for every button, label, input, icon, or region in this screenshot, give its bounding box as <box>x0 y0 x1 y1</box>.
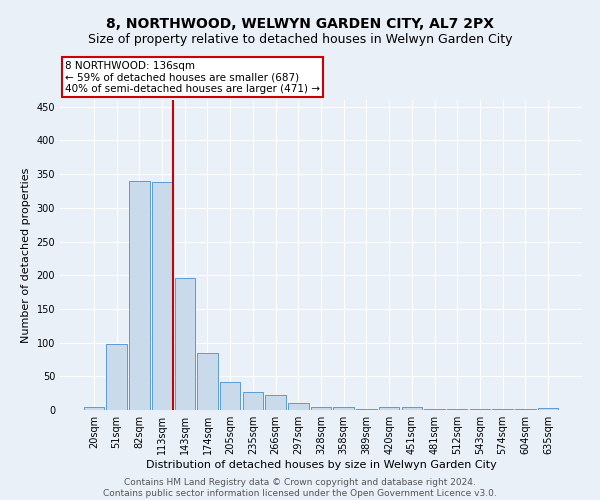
Bar <box>447 408 467 410</box>
Bar <box>265 394 286 410</box>
Bar <box>538 408 558 410</box>
X-axis label: Distribution of detached houses by size in Welwyn Garden City: Distribution of detached houses by size … <box>146 460 496 470</box>
Bar <box>152 182 172 410</box>
Bar <box>401 406 422 410</box>
Bar <box>334 408 354 410</box>
Y-axis label: Number of detached properties: Number of detached properties <box>21 168 31 342</box>
Bar <box>197 354 218 410</box>
Text: 8, NORTHWOOD, WELWYN GARDEN CITY, AL7 2PX: 8, NORTHWOOD, WELWYN GARDEN CITY, AL7 2P… <box>106 18 494 32</box>
Bar <box>515 408 536 410</box>
Bar <box>311 406 331 410</box>
Bar <box>129 181 149 410</box>
Bar <box>493 408 513 410</box>
Bar <box>84 406 104 410</box>
Bar <box>356 408 377 410</box>
Bar <box>288 404 308 410</box>
Text: Size of property relative to detached houses in Welwyn Garden City: Size of property relative to detached ho… <box>88 32 512 46</box>
Text: Contains HM Land Registry data © Crown copyright and database right 2024.
Contai: Contains HM Land Registry data © Crown c… <box>103 478 497 498</box>
Bar <box>424 408 445 410</box>
Bar <box>470 408 490 410</box>
Bar <box>242 392 263 410</box>
Bar <box>220 382 241 410</box>
Bar <box>379 406 400 410</box>
Bar <box>106 344 127 410</box>
Bar <box>175 278 195 410</box>
Text: 8 NORTHWOOD: 136sqm
← 59% of detached houses are smaller (687)
40% of semi-detac: 8 NORTHWOOD: 136sqm ← 59% of detached ho… <box>65 60 320 94</box>
